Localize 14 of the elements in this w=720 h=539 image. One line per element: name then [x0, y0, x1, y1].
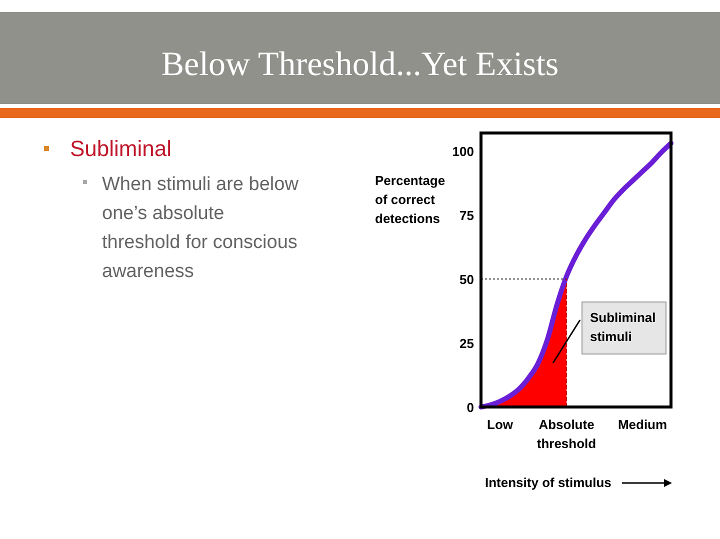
y-tick-label: 0 [466, 400, 474, 415]
annotation: Subliminal stimuli [590, 310, 656, 344]
y-tick-label: 25 [460, 336, 474, 351]
y-tick-label: 75 [460, 208, 474, 223]
y-tick-label: 100 [452, 144, 474, 159]
y-axis-title: Percentage of correct detections [375, 173, 446, 226]
text: When stimuli are below one’s absolute threshold for conscious awareness [102, 174, 299, 282]
x-tick-label: Medium [618, 417, 668, 432]
x-tick-label: Absolute threshold [536, 417, 596, 451]
chart-title: Below Threshold...Yet Exists [161, 46, 559, 83]
x-tick-label: Low [487, 417, 514, 432]
text: Subliminal [70, 136, 172, 161]
x-axis-title: Intensity of stimulus [485, 475, 612, 490]
y-tick-label: 50 [460, 272, 474, 287]
